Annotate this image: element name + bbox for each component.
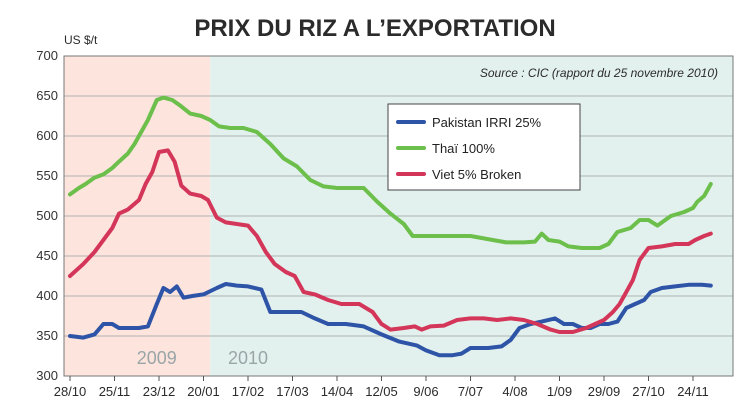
x-tick-label: 14/04 xyxy=(321,384,354,399)
chart-source: Source : CIC (rapport du 25 novembre 201… xyxy=(480,66,718,80)
legend: Pakistan IRRI 25% Thaï 100% Viet 5% Broken xyxy=(387,103,581,191)
x-tick-label: 28/10 xyxy=(54,384,87,399)
x-tick-label: 12/05 xyxy=(365,384,398,399)
series-line-0 xyxy=(68,282,713,358)
chart-title: PRIX DU RIZ A L’EXPORTATION xyxy=(194,15,555,42)
x-tick-label: 29/09 xyxy=(588,384,621,399)
y-tick-label: 600 xyxy=(36,128,58,143)
y-tick-label: 500 xyxy=(36,208,58,223)
x-tick-label: 1/09 xyxy=(547,384,572,399)
x-tick-label: 17/03 xyxy=(276,384,309,399)
y-tick-label: 300 xyxy=(36,368,58,383)
x-tick-label: 20/01 xyxy=(187,384,220,399)
legend-label: Thaï 100% xyxy=(432,141,495,156)
x-tick-label: 23/12 xyxy=(143,384,176,399)
y-tick-label: 350 xyxy=(36,328,58,343)
y-tick-label: 550 xyxy=(36,168,58,183)
y-tick-label: 450 xyxy=(36,248,58,263)
x-tick-label: 27/10 xyxy=(632,384,665,399)
legend-label: Pakistan IRRI 25% xyxy=(432,115,542,130)
y-tick-label: 400 xyxy=(36,288,58,303)
plot-frame xyxy=(63,55,734,377)
legend-label: Viet 5% Broken xyxy=(432,167,521,182)
x-tick-label: 9/06 xyxy=(413,384,438,399)
x-tick-label: 24/11 xyxy=(677,384,709,399)
x-tick-label: 25/11 xyxy=(99,384,131,399)
series-lines xyxy=(68,95,713,358)
series-line-2 xyxy=(68,148,713,334)
grid xyxy=(63,55,734,377)
period-label-2010: 2010 xyxy=(228,348,268,368)
period-label-2009: 2009 xyxy=(137,348,177,368)
x-tick-label: 7/07 xyxy=(458,384,483,399)
x-tick-label: 4/08 xyxy=(502,384,527,399)
y-tick-label: 700 xyxy=(36,48,58,63)
x-tick-label: 17/02 xyxy=(232,384,265,399)
x-axis: 28/10 25/11 23/12 20/01 17/02 17/03 14/04 12/05… xyxy=(54,376,709,399)
y-axis: 300 350 400 450 500 550 600 650 700 xyxy=(36,48,58,383)
y-axis-unit: US $/t xyxy=(64,33,98,47)
y-tick-label: 650 xyxy=(36,88,58,103)
series-line-1 xyxy=(68,95,713,250)
period-labels: 2009 2010 xyxy=(137,348,268,368)
